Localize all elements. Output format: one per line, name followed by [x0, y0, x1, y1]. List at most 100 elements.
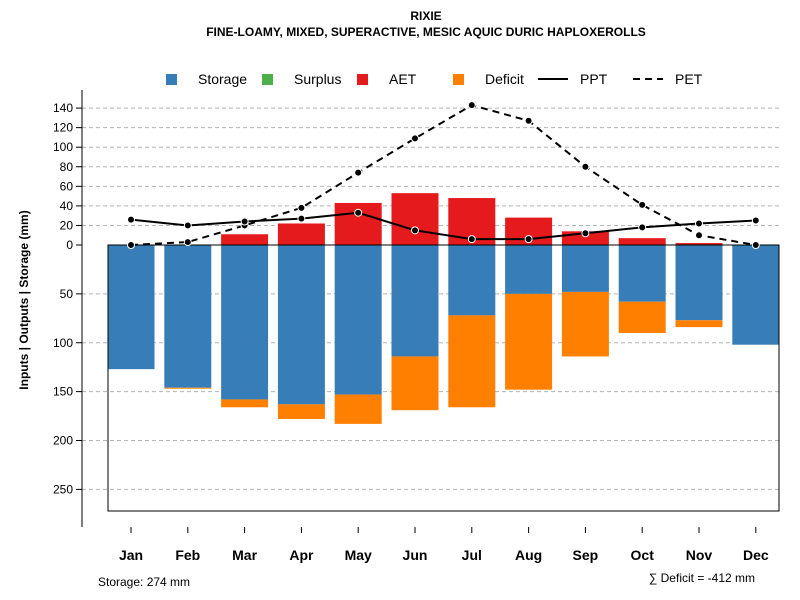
aet-bar-nov	[675, 243, 723, 245]
pet-point-aug	[524, 116, 533, 125]
legend-item-ppt: PPT	[538, 71, 608, 87]
pet-point-nov	[695, 231, 703, 240]
aet-bar-oct	[618, 238, 666, 245]
y-tick-label-60: 60	[60, 179, 74, 193]
deficit-bar-mar	[221, 399, 269, 408]
storage-bar-feb	[164, 245, 212, 388]
y-tick-label-0: 0	[66, 238, 73, 252]
storage-bar-oct	[618, 245, 666, 302]
pet-point-jun	[411, 134, 419, 143]
chart-subtitle: FINE-LOAMY, MIXED, SUPERACTIVE, MESIC AQ…	[206, 25, 646, 39]
aet-bar-jun	[391, 193, 439, 245]
x-axis: Jan Feb Mar Apr May Jun Jul Aug Sep Oct Nov Dec	[119, 527, 769, 563]
deficit-bar-oct	[618, 301, 666, 333]
legend-label-ppt: PPT	[580, 71, 608, 87]
ppt-point-dec	[751, 216, 760, 225]
deficit-bar-jul	[448, 315, 496, 408]
y-tick-label-120: 120	[53, 121, 73, 135]
pet-point-oct	[638, 200, 647, 209]
legend: Storage Surplus AET Deficit PPT PET	[166, 71, 703, 87]
pet-point-apr	[297, 203, 306, 212]
pet-point-feb	[183, 238, 192, 247]
ppt-line	[130, 211, 756, 241]
x-label-jul: Jul	[462, 547, 482, 563]
legend-item-pet: PET	[633, 71, 703, 87]
legend-item-aet: AET	[357, 71, 417, 87]
x-label-aug: Aug	[515, 547, 542, 563]
storage-total: Storage: 274 mm	[98, 575, 190, 589]
ppt-point-apr	[297, 214, 306, 223]
deficit-bar-may	[334, 394, 382, 424]
x-label-jan: Jan	[119, 547, 143, 563]
y-tick-label-neg-150: 150	[53, 385, 73, 399]
pet-point-dec	[751, 241, 760, 249]
y-axis: 0 20 40 60 80 100 120 140 50 100 150 200 250	[53, 90, 83, 527]
chart-title: RIXIE	[410, 9, 441, 23]
legend-item-storage: Storage	[166, 71, 247, 87]
pet-line	[130, 104, 756, 246]
deficit-bar-feb	[164, 387, 212, 389]
aet-bar-apr	[277, 223, 325, 245]
x-label-nov: Nov	[686, 547, 713, 563]
deficit-bar-nov	[675, 320, 723, 328]
x-label-sep: Sep	[573, 547, 599, 563]
x-label-jun: Jun	[403, 547, 428, 563]
pet-point-jan	[127, 241, 135, 249]
legend-label-pet: PET	[675, 71, 703, 87]
legend-item-deficit: Deficit	[453, 71, 524, 87]
y-axis-label: Inputs | Outputs | Storage (mm)	[17, 210, 31, 389]
ppt-point-may	[354, 208, 363, 217]
ppt-point-oct	[638, 223, 647, 232]
ppt-point-jul	[467, 235, 476, 244]
legend-label-storage: Storage	[198, 71, 247, 87]
x-label-may: May	[345, 547, 372, 563]
legend-label-deficit: Deficit	[485, 71, 524, 87]
y-tick-label-neg-50: 50	[60, 287, 74, 301]
x-label-dec: Dec	[743, 547, 769, 563]
x-label-apr: Apr	[289, 547, 314, 563]
legend-swatch-surplus	[262, 74, 273, 85]
pet-point-may	[354, 168, 363, 177]
y-tick-label-80: 80	[60, 160, 74, 174]
storage-bar-aug	[505, 245, 553, 294]
storage-bar-jul	[448, 245, 496, 316]
storage-bar-jan	[107, 245, 155, 370]
storage-bar-jun	[391, 245, 439, 357]
pet-point-jul	[467, 101, 476, 110]
storage-bar-dec	[732, 245, 780, 345]
deficit-bar-apr	[277, 404, 325, 419]
legend-swatch-storage	[166, 74, 177, 85]
x-label-mar: Mar	[232, 547, 257, 563]
deficit-bar-aug	[505, 293, 553, 390]
legend-label-aet: AET	[389, 71, 417, 87]
ppt-point-aug	[524, 235, 533, 244]
legend-swatch-deficit	[453, 74, 464, 85]
x-label-oct: Oct	[631, 547, 655, 563]
legend-item-surplus: Surplus	[262, 71, 341, 87]
pet-point-sep	[581, 162, 590, 171]
storage-bar-sep	[561, 245, 609, 292]
storage-bar-apr	[277, 245, 325, 405]
ppt-point-sep	[581, 229, 590, 238]
storage-bar-may	[334, 245, 382, 395]
deficit-bar-jun	[391, 356, 439, 411]
bars	[107, 193, 780, 424]
aet-bar-mar	[221, 234, 269, 245]
y-tick-label-140: 140	[53, 101, 73, 115]
legend-swatch-aet	[357, 74, 368, 85]
y-tick-label-100: 100	[53, 140, 73, 154]
y-tick-label-neg-250: 250	[53, 482, 73, 496]
storage-bar-nov	[675, 245, 723, 321]
ppt-point-nov	[695, 219, 703, 228]
y-tick-label-neg-100: 100	[53, 336, 73, 350]
storage-bar-mar	[221, 245, 269, 400]
deficit-bar-sep	[561, 291, 609, 357]
y-tick-label-40: 40	[60, 199, 74, 213]
legend-label-surplus: Surplus	[294, 71, 341, 87]
series-lines	[127, 101, 760, 249]
deficit-total: ∑ Deficit = -412 mm	[649, 571, 755, 585]
ppt-point-jun	[411, 226, 419, 235]
y-tick-label-20: 20	[60, 218, 74, 232]
ppt-point-feb	[183, 221, 192, 230]
